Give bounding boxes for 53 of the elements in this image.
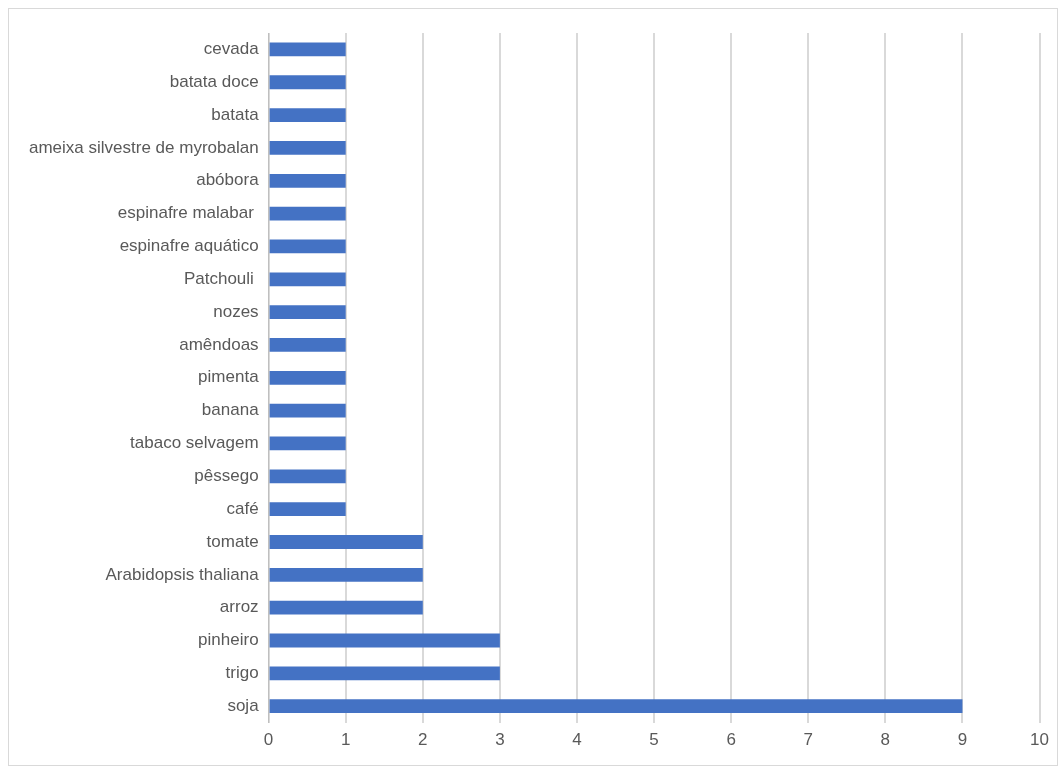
- bar: [269, 141, 346, 155]
- bar: [269, 305, 346, 320]
- bar: [269, 403, 346, 418]
- bar: [269, 699, 963, 714]
- x-tick-label: 3: [495, 730, 505, 750]
- y-tick-label: trigo: [225, 663, 259, 683]
- y-tick-label: amêndoas: [179, 334, 259, 354]
- bar: [269, 206, 346, 221]
- y-tick-label: banana: [201, 400, 260, 420]
- bar: [269, 239, 346, 254]
- bar: [269, 633, 500, 648]
- x-tick-label: 8: [880, 730, 891, 750]
- bar: [269, 600, 423, 615]
- y-tick-label: tomate: [206, 531, 259, 551]
- bar: [269, 502, 346, 517]
- x-tick-label: 5: [649, 730, 659, 750]
- y-tick-label: soja: [227, 695, 260, 715]
- x-tick-label: 6: [726, 730, 736, 750]
- x-tick-label: 7: [803, 730, 813, 750]
- x-tick-label: 10: [1030, 730, 1050, 750]
- bar: [269, 666, 500, 681]
- bar: [269, 173, 346, 188]
- bar: [269, 469, 346, 484]
- y-tick-label: arroz: [219, 597, 259, 617]
- y-tick-label: tabaco selvagem: [130, 433, 259, 453]
- y-tick-label: ameixa silvestre de myrobalan: [28, 137, 259, 157]
- y-tick-label: espinafre aquático: [119, 236, 259, 256]
- x-tick-label: 2: [418, 730, 428, 750]
- bar: [269, 272, 346, 287]
- bar: [269, 436, 346, 451]
- bar: [269, 535, 423, 549]
- y-tick-label: abóbora: [196, 170, 260, 190]
- y-tick-label: nozes: [213, 301, 259, 321]
- y-tick-label: Arabidopsis thaliana: [105, 564, 260, 584]
- y-tick-label: Patchouli: [183, 268, 259, 288]
- bar: [269, 567, 423, 582]
- y-tick-label: batata: [211, 104, 260, 124]
- y-tick-label: pimenta: [198, 367, 260, 387]
- y-tick-label: pêssego: [194, 466, 259, 485]
- bar: [269, 42, 346, 57]
- bar: [269, 338, 346, 352]
- y-tick-label: espinafre malabar: [117, 203, 259, 223]
- bar: [269, 75, 346, 90]
- y-tick-label: café: [226, 498, 259, 518]
- x-tick-label: 9: [957, 730, 968, 750]
- x-tick-label: 4: [572, 730, 582, 750]
- bar: [269, 108, 346, 122]
- x-tick-label: 0: [263, 730, 274, 750]
- y-tick-label: cevada: [203, 39, 260, 59]
- bar: [269, 370, 346, 385]
- x-tick-label: 1: [340, 730, 351, 750]
- y-tick-label: pinheiro: [198, 630, 259, 650]
- y-tick-label: batata doce: [169, 71, 259, 91]
